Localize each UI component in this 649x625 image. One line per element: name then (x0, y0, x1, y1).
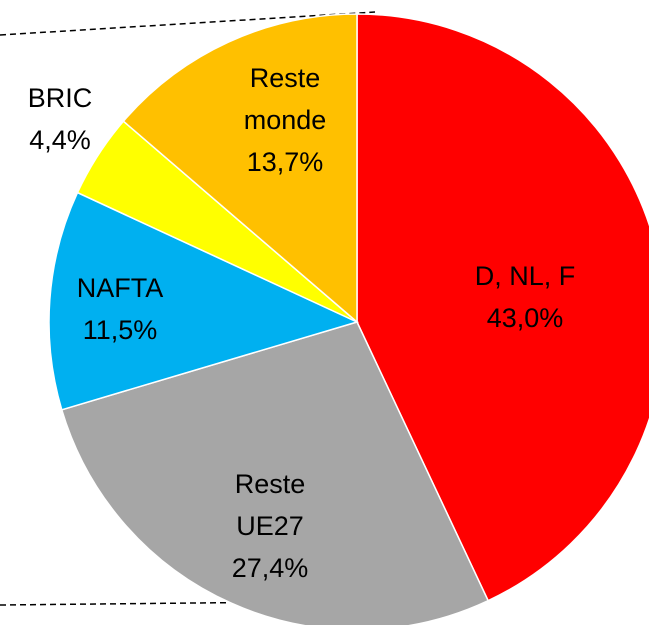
value-label: 13,7% (247, 147, 324, 177)
value-label: 11,5% (83, 315, 158, 345)
pie-slice (60, 321, 490, 625)
slice-label: Reste UE27 (235, 469, 306, 541)
slice-label: D, NL, F (475, 261, 576, 291)
connector-line (0, 11, 376, 36)
pie-slice (356, 13, 649, 602)
value-label: 27,4% (232, 553, 309, 583)
slice-label: BRIC (28, 83, 93, 113)
value-label: 43,0% (487, 303, 564, 333)
pie-slice (122, 13, 358, 324)
slice-label: NAFTA (77, 273, 164, 303)
pie-slice (48, 191, 360, 411)
slice-label: Reste monde (244, 63, 327, 135)
value-label: 4,4% (29, 125, 91, 155)
